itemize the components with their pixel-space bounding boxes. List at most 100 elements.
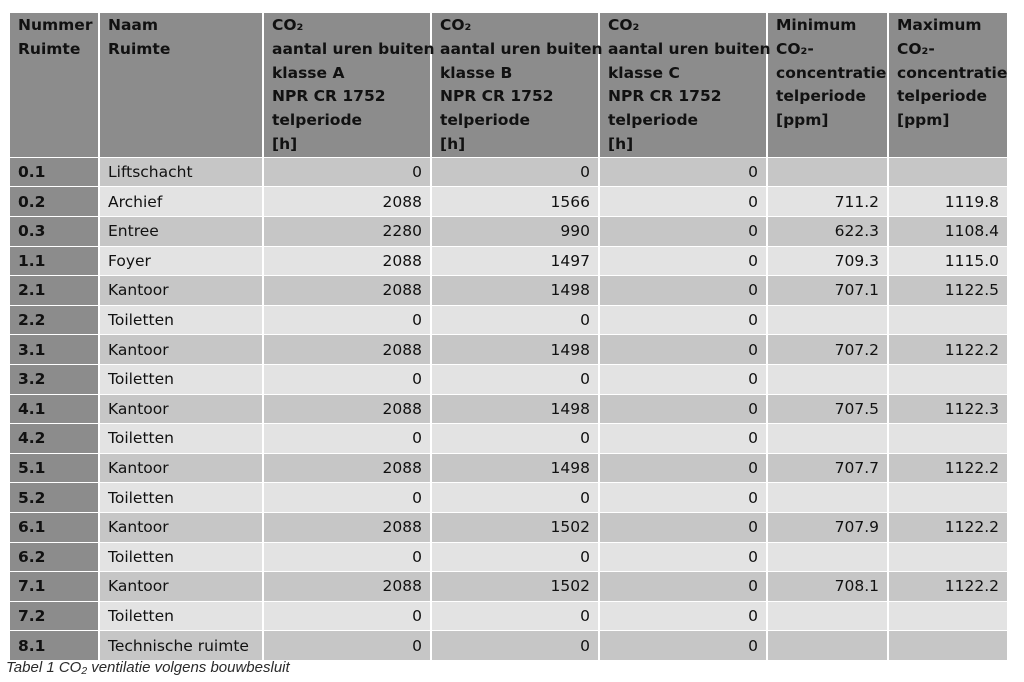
cell-room-number: 2.1	[10, 276, 98, 305]
header-line: Naam	[108, 16, 159, 34]
cell-hours-class-b: 0	[432, 305, 598, 335]
cell-room-name: Kantoor	[100, 512, 262, 542]
cell-hours-class-c: 0	[600, 483, 766, 512]
cell-room-name: Kantoor	[100, 335, 262, 364]
header-line: klasse A	[272, 63, 345, 82]
cell-room-name: Toiletten	[100, 483, 262, 512]
cell-hours-class-c: 0	[600, 572, 766, 601]
header-line: NPR CR 1752	[440, 87, 554, 106]
cell-max-concentration	[889, 542, 1007, 572]
header-row: Nummer Ruimte Naam Ruimte CO₂ aantal uren b…	[10, 13, 1007, 157]
cell-room-name: Toiletten	[100, 305, 262, 335]
cell-room-number: 5.2	[10, 483, 98, 512]
table-row: 2.1 Kantoor 2088 1498 0 707.1 1122.5	[10, 276, 1007, 305]
cell-hours-class-b: 0	[432, 601, 598, 631]
table-row: 5.1 Kantoor 2088 1498 0 707.7 1122.2	[10, 453, 1007, 483]
cell-hours-class-a: 0	[264, 305, 430, 335]
cell-hours-class-b: 1502	[432, 572, 598, 601]
header-hours-class-c: CO₂ aantal uren buiten klasse C NPR CR 1752…	[600, 13, 771, 157]
cell-hours-class-a: 2280	[264, 216, 430, 246]
cell-hours-class-c: 0	[600, 246, 766, 276]
cell-room-name: Kantoor	[100, 572, 262, 601]
header-line: [ppm]	[897, 111, 950, 130]
cell-room-number: 2.2	[10, 305, 98, 335]
cell-room-name: Foyer	[100, 246, 262, 276]
header-line: Maximum	[897, 16, 982, 34]
cell-hours-class-b: 1566	[432, 187, 598, 216]
cell-min-concentration: 707.9	[768, 512, 887, 542]
cell-hours-class-b: 0	[432, 483, 598, 512]
header-min-concentration: Minimum CO₂- concentratie telperiode [ppm]	[768, 13, 887, 157]
table-row: 4.2 Toiletten 0 0 0	[10, 424, 1007, 453]
header-line: aantal uren buiten	[440, 39, 603, 58]
cell-hours-class-c: 0	[600, 394, 766, 424]
cell-hours-class-a: 0	[264, 157, 430, 187]
cell-hours-class-c: 0	[600, 542, 766, 572]
header-room-number: Nummer Ruimte	[10, 13, 98, 157]
cell-min-concentration: 707.2	[768, 335, 887, 364]
co2-ventilation-table: Nummer Ruimte Naam Ruimte CO₂ aantal uren b…	[8, 12, 1009, 661]
cell-min-concentration	[768, 157, 887, 187]
cell-min-concentration: 709.3	[768, 246, 887, 276]
cell-room-name: Kantoor	[100, 453, 262, 483]
cell-min-concentration: 707.7	[768, 453, 887, 483]
cell-hours-class-a: 0	[264, 631, 430, 660]
cell-hours-class-b: 0	[432, 364, 598, 394]
header-line: Nummer	[18, 16, 93, 34]
cell-max-concentration: 1119.8	[889, 187, 1007, 216]
cell-room-name: Toiletten	[100, 601, 262, 631]
header-room-name: Naam Ruimte	[100, 13, 262, 157]
cell-hours-class-c: 0	[600, 453, 766, 483]
cell-room-number: 6.2	[10, 542, 98, 572]
cell-hours-class-c: 0	[600, 187, 766, 216]
header-max-concentration: Maximum CO₂- concentratie telperiode [ppm]	[889, 13, 1007, 157]
cell-max-concentration: 1122.2	[889, 335, 1007, 364]
header-line: telperiode	[608, 111, 699, 130]
header-line: Ruimte	[18, 39, 81, 58]
header-line: telperiode	[440, 111, 531, 130]
header-line: Minimum	[776, 16, 857, 34]
header-line: CO₂	[272, 16, 304, 34]
table-body: 0.1 Liftschacht 0 0 0 0.2 Archief 2088 1566 0 711.…	[10, 157, 1007, 660]
cell-max-concentration: 1122.5	[889, 276, 1007, 305]
cell-hours-class-c: 0	[600, 512, 766, 542]
cell-hours-class-c: 0	[600, 424, 766, 453]
cell-hours-class-b: 1498	[432, 394, 598, 424]
cell-max-concentration: 1115.0	[889, 246, 1007, 276]
cell-hours-class-a: 2088	[264, 246, 430, 276]
header-line: aantal uren buiten	[272, 39, 435, 58]
cell-room-number: 5.1	[10, 453, 98, 483]
cell-min-concentration	[768, 424, 887, 453]
cell-hours-class-b: 1498	[432, 453, 598, 483]
cell-hours-class-b: 0	[432, 631, 598, 660]
cell-hours-class-a: 0	[264, 542, 430, 572]
header-line: [h]	[272, 134, 298, 153]
header-line: CO₂	[440, 16, 472, 34]
cell-min-concentration	[768, 542, 887, 572]
header-hours-class-b: CO₂ aantal uren buiten klasse B NPR CR 1752…	[432, 13, 603, 157]
header-line: NPR CR 1752	[272, 87, 386, 106]
cell-room-number: 0.3	[10, 216, 98, 246]
cell-room-name: Toiletten	[100, 364, 262, 394]
table-row: 4.1 Kantoor 2088 1498 0 707.5 1122.3	[10, 394, 1007, 424]
cell-hours-class-c: 0	[600, 305, 766, 335]
cell-min-concentration: 707.1	[768, 276, 887, 305]
cell-hours-class-a: 2088	[264, 335, 430, 364]
cell-hours-class-c: 0	[600, 335, 766, 364]
table-row: 1.1 Foyer 2088 1497 0 709.3 1115.0	[10, 246, 1007, 276]
cell-room-name: Archief	[100, 187, 262, 216]
cell-hours-class-b: 1498	[432, 335, 598, 364]
cell-min-concentration	[768, 305, 887, 335]
cell-room-number: 1.1	[10, 246, 98, 276]
cell-room-number: 8.1	[10, 631, 98, 660]
cell-min-concentration: 711.2	[768, 187, 887, 216]
header-line: telperiode	[272, 111, 363, 130]
table-row: 0.1 Liftschacht 0 0 0	[10, 157, 1007, 187]
cell-max-concentration: 1122.2	[889, 572, 1007, 601]
cell-room-name: Toiletten	[100, 424, 262, 453]
cell-hours-class-a: 2088	[264, 512, 430, 542]
cell-hours-class-c: 0	[600, 157, 766, 187]
header-hours-class-a: CO₂ aantal uren buiten klasse A NPR CR 1752…	[264, 13, 435, 157]
header-line: concentratie	[776, 63, 887, 82]
cell-room-name: Kantoor	[100, 276, 262, 305]
